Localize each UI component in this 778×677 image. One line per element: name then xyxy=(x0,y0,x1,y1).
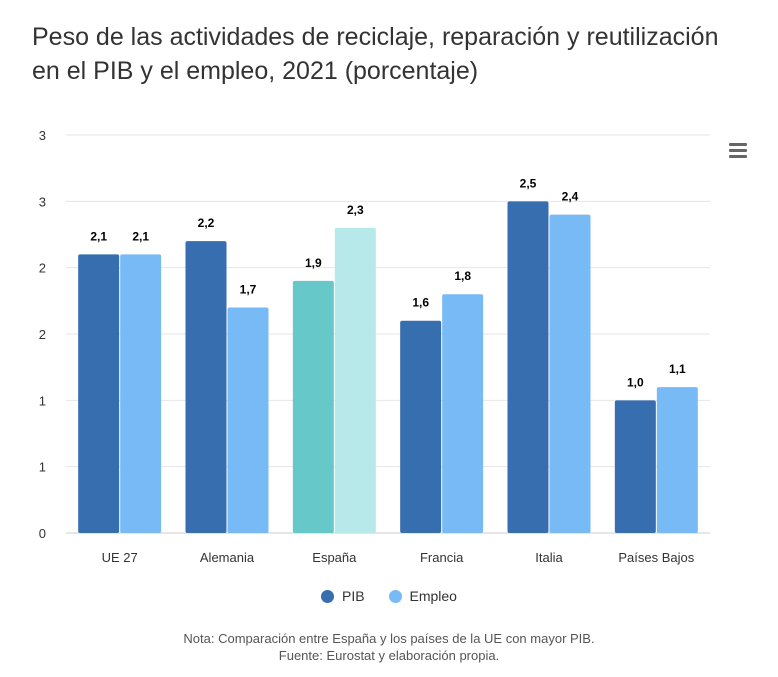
y-tick-label: 1 xyxy=(39,393,46,408)
note-text: Nota: Comparación entre España y los paí… xyxy=(183,631,595,646)
legend-label-empleo: Empleo xyxy=(409,588,457,604)
bar-empleo xyxy=(656,387,698,533)
data-label: 1,9 xyxy=(305,256,322,270)
bar-pib xyxy=(292,280,334,533)
legend-dot-empleo xyxy=(388,590,402,603)
y-tick-label: 0 xyxy=(39,526,46,541)
data-label: 1,6 xyxy=(412,296,429,310)
legend-dot-pib xyxy=(321,590,335,603)
y-tick-label: 2 xyxy=(39,261,46,276)
legend: PIB Empleo xyxy=(0,588,778,604)
bar-pib xyxy=(507,201,549,534)
bar-pib xyxy=(185,241,227,533)
data-label: 2,1 xyxy=(132,229,149,243)
source-text: Fuente: Eurostat y elaboración propia. xyxy=(278,648,500,663)
data-label: 1,7 xyxy=(240,282,257,296)
bar-empleo xyxy=(442,294,484,533)
x-tick-label: Italia xyxy=(535,550,563,565)
data-label: 1,0 xyxy=(627,375,644,389)
bar-pib xyxy=(78,254,120,533)
y-tick-label: 3 xyxy=(39,128,46,143)
y-tick-label: 2 xyxy=(39,327,46,342)
data-label: 2,3 xyxy=(347,203,364,217)
data-label: 2,4 xyxy=(562,190,579,204)
x-tick-label: España xyxy=(312,550,357,565)
data-label: 1,1 xyxy=(669,362,686,376)
chart-title: Peso de las actividades de reciclaje, re… xyxy=(32,23,719,85)
legend-label-pib: PIB xyxy=(342,588,365,604)
bar-empleo xyxy=(334,227,376,533)
x-tick-label: Alemania xyxy=(200,550,255,565)
hamburger-menu-icon[interactable] xyxy=(729,143,747,159)
footnote: Nota: Comparación entre España y los paí… xyxy=(0,630,778,664)
bar-pib xyxy=(400,320,442,533)
data-label: 2,1 xyxy=(90,229,107,243)
data-label: 2,2 xyxy=(198,216,215,230)
x-tick-label: UE 27 xyxy=(102,550,138,565)
bar-empleo xyxy=(227,307,269,533)
data-label: 2,5 xyxy=(520,176,537,190)
bar-empleo xyxy=(120,254,162,533)
legend-item-empleo[interactable]: Empleo xyxy=(388,588,457,604)
y-tick-label: 1 xyxy=(39,460,46,475)
bar-pib xyxy=(614,400,656,533)
legend-item-pib[interactable]: PIB xyxy=(321,588,365,604)
x-tick-label: Países Bajos xyxy=(618,550,694,565)
data-label: 1,8 xyxy=(454,269,471,283)
y-tick-label: 3 xyxy=(39,194,46,209)
bar-empleo xyxy=(549,214,591,533)
x-tick-label: Francia xyxy=(420,550,464,565)
